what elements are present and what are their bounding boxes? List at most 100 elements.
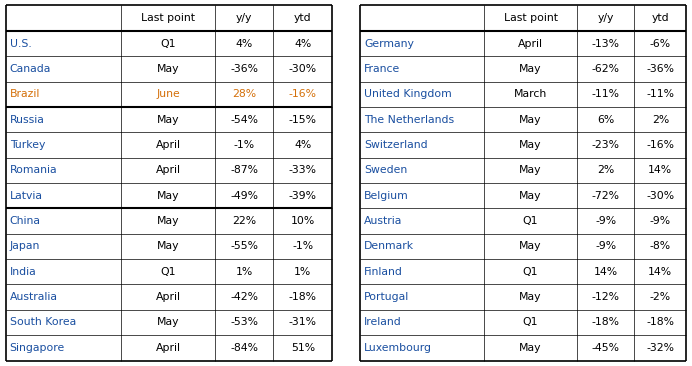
Text: -15%: -15% xyxy=(289,115,317,124)
Text: -18%: -18% xyxy=(592,317,619,328)
Text: -87%: -87% xyxy=(230,165,258,175)
Text: Last point: Last point xyxy=(141,13,195,23)
Text: Canada: Canada xyxy=(10,64,51,74)
Text: April: April xyxy=(156,292,181,302)
Text: 2%: 2% xyxy=(652,115,669,124)
Text: June: June xyxy=(156,89,180,99)
Text: Belgium: Belgium xyxy=(364,191,409,201)
Text: April: April xyxy=(518,38,543,49)
Text: May: May xyxy=(519,115,542,124)
Text: Brazil: Brazil xyxy=(10,89,40,99)
Text: 2%: 2% xyxy=(597,165,614,175)
Text: -36%: -36% xyxy=(646,64,674,74)
Text: -55%: -55% xyxy=(230,242,258,251)
Text: -6%: -6% xyxy=(650,38,671,49)
Text: 14%: 14% xyxy=(648,165,673,175)
Text: March: March xyxy=(514,89,547,99)
Text: -30%: -30% xyxy=(289,64,317,74)
Text: -2%: -2% xyxy=(650,292,671,302)
Text: -23%: -23% xyxy=(592,140,619,150)
Text: May: May xyxy=(519,64,542,74)
Text: Last point: Last point xyxy=(504,13,558,23)
Text: Ireland: Ireland xyxy=(364,317,402,328)
Text: India: India xyxy=(10,267,37,277)
Text: Denmark: Denmark xyxy=(364,242,414,251)
Text: May: May xyxy=(519,343,542,353)
Text: 28%: 28% xyxy=(232,89,256,99)
Text: 4%: 4% xyxy=(294,38,311,49)
Text: April: April xyxy=(156,140,181,150)
Text: May: May xyxy=(519,191,542,201)
Text: -8%: -8% xyxy=(650,242,671,251)
Text: Sweden: Sweden xyxy=(364,165,407,175)
Text: -9%: -9% xyxy=(595,242,616,251)
Text: -45%: -45% xyxy=(592,343,619,353)
Text: 14%: 14% xyxy=(648,267,673,277)
Text: 1%: 1% xyxy=(235,267,253,277)
Text: April: April xyxy=(156,165,181,175)
Text: United Kingdom: United Kingdom xyxy=(364,89,452,99)
Text: 10%: 10% xyxy=(291,216,315,226)
Text: 6%: 6% xyxy=(597,115,614,124)
Text: Q1: Q1 xyxy=(161,38,176,49)
Text: May: May xyxy=(157,64,179,74)
Text: -18%: -18% xyxy=(289,292,317,302)
Text: -36%: -36% xyxy=(230,64,258,74)
Text: 22%: 22% xyxy=(232,216,256,226)
Text: Romania: Romania xyxy=(10,165,57,175)
Text: 1%: 1% xyxy=(294,267,311,277)
Text: -11%: -11% xyxy=(646,89,674,99)
Text: May: May xyxy=(519,140,542,150)
Text: -42%: -42% xyxy=(230,292,258,302)
Text: May: May xyxy=(157,317,179,328)
Text: 4%: 4% xyxy=(294,140,311,150)
Text: -1%: -1% xyxy=(292,242,313,251)
Text: Q1: Q1 xyxy=(522,317,538,328)
Text: May: May xyxy=(519,292,542,302)
Text: -54%: -54% xyxy=(230,115,258,124)
Text: -30%: -30% xyxy=(646,191,675,201)
Text: -1%: -1% xyxy=(233,140,255,150)
Text: -53%: -53% xyxy=(230,317,258,328)
Text: Russia: Russia xyxy=(10,115,44,124)
Text: Q1: Q1 xyxy=(522,267,538,277)
Text: -13%: -13% xyxy=(592,38,619,49)
Text: Germany: Germany xyxy=(364,38,414,49)
Text: May: May xyxy=(157,115,179,124)
Text: May: May xyxy=(519,165,542,175)
Text: -84%: -84% xyxy=(230,343,258,353)
Text: -39%: -39% xyxy=(289,191,317,201)
Text: -33%: -33% xyxy=(289,165,317,175)
Text: ytd: ytd xyxy=(294,13,311,23)
Text: South Korea: South Korea xyxy=(10,317,76,328)
Text: May: May xyxy=(157,216,179,226)
Text: May: May xyxy=(519,242,542,251)
Text: -9%: -9% xyxy=(650,216,671,226)
Text: -11%: -11% xyxy=(592,89,619,99)
Text: ytd: ytd xyxy=(652,13,669,23)
Text: -12%: -12% xyxy=(592,292,619,302)
Text: -31%: -31% xyxy=(289,317,317,328)
Text: Q1: Q1 xyxy=(522,216,538,226)
Text: U.S.: U.S. xyxy=(10,38,31,49)
Text: Latvia: Latvia xyxy=(10,191,43,201)
Text: -16%: -16% xyxy=(289,89,317,99)
Text: 14%: 14% xyxy=(594,267,618,277)
Text: -49%: -49% xyxy=(230,191,258,201)
Text: May: May xyxy=(157,242,179,251)
Text: The Netherlands: The Netherlands xyxy=(364,115,454,124)
Text: y/y: y/y xyxy=(597,13,614,23)
Text: 4%: 4% xyxy=(235,38,253,49)
Text: -16%: -16% xyxy=(646,140,674,150)
Text: Australia: Australia xyxy=(10,292,57,302)
Text: y/y: y/y xyxy=(236,13,252,23)
Text: Finland: Finland xyxy=(364,267,403,277)
Text: France: France xyxy=(364,64,400,74)
Text: -62%: -62% xyxy=(592,64,619,74)
Text: China: China xyxy=(10,216,41,226)
Text: May: May xyxy=(157,191,179,201)
Text: April: April xyxy=(156,343,181,353)
Text: Q1: Q1 xyxy=(161,267,176,277)
Text: -32%: -32% xyxy=(646,343,674,353)
Text: Luxembourg: Luxembourg xyxy=(364,343,432,353)
